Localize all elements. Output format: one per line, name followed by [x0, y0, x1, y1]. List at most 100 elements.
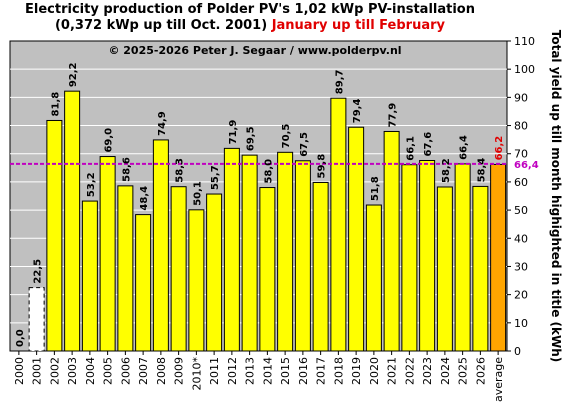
- value-label: 66,1: [405, 136, 416, 161]
- bar: [46, 119, 63, 352]
- x-tick-label: 2000: [13, 357, 26, 385]
- axis-ticks: 0 10 20 30 40 50 60 70 80 90 100 110 2000 2001 2002 200…: [13, 35, 535, 402]
- bar: [170, 186, 187, 352]
- value-label: 69,0: [104, 128, 115, 153]
- value-label: 77,9: [388, 103, 399, 128]
- bar: [454, 163, 471, 352]
- x-tick-label: 2025: [457, 357, 470, 385]
- bar: [99, 156, 116, 352]
- x-tick-label: 2010*: [190, 357, 203, 391]
- chart-title: Electricity production of Polder PV's 1,…: [0, 2, 500, 34]
- value-label: 81,8: [50, 92, 61, 117]
- x-tick-label: 2021: [386, 357, 399, 385]
- title-line-2-main: (0,372 kWp up till Oct. 2001): [54, 18, 268, 33]
- value-label: 58,6: [121, 157, 132, 182]
- x-tick-label: 2022: [403, 357, 416, 385]
- y-tick-label: 80: [514, 120, 528, 133]
- bar: [365, 204, 382, 352]
- value-label: 66,2: [494, 136, 505, 161]
- bar: [28, 287, 45, 352]
- x-tick-label: 2015: [279, 357, 292, 385]
- x-tick-label: 2008: [155, 357, 168, 385]
- value-label: 70,5: [281, 124, 292, 149]
- bar: [188, 209, 205, 352]
- title-highlight: January up till February: [271, 18, 445, 33]
- value-label: 89,7: [334, 69, 345, 94]
- x-tick-label: 2014: [261, 357, 274, 385]
- bar: [330, 97, 347, 352]
- value-label: 79,4: [352, 99, 363, 124]
- bar: [401, 164, 418, 352]
- x-tick-label: 2011: [208, 357, 221, 385]
- y-tick-label: 30: [514, 260, 528, 273]
- value-label: 50,1: [192, 181, 203, 206]
- value-label: 58,4: [476, 158, 487, 183]
- value-label: 48,4: [139, 186, 150, 211]
- bar: [135, 214, 152, 352]
- reference-line-group: 66,4: [10, 160, 539, 171]
- value-label: 0,0: [15, 329, 26, 347]
- bar: [436, 186, 453, 352]
- value-label: 58,0: [263, 159, 274, 184]
- y-tick-label: 110: [514, 35, 535, 48]
- bar: [312, 181, 329, 352]
- value-label: 51,8: [370, 176, 381, 201]
- bar: [472, 185, 489, 352]
- x-tick-label: 2016: [297, 357, 310, 385]
- bar: [241, 154, 258, 352]
- bar: [277, 151, 294, 352]
- reference-line-label: 66,4: [514, 160, 539, 171]
- y-tick-label: 0: [514, 345, 521, 358]
- x-tick-label: 2017: [315, 357, 328, 385]
- bar: [152, 139, 169, 352]
- x-tick-label: 2019: [350, 357, 363, 385]
- value-label: 67,5: [299, 132, 310, 157]
- bar: [294, 160, 311, 352]
- bars: [28, 90, 507, 352]
- x-tick-label: 2007: [137, 357, 150, 385]
- x-tick-label: 2013: [244, 357, 257, 385]
- value-label: 53,2: [86, 172, 97, 197]
- y-tick-label: 20: [514, 289, 528, 302]
- x-tick-label: 2024: [439, 357, 452, 385]
- value-label: 92,2: [68, 62, 79, 87]
- value-label: 67,6: [423, 132, 434, 157]
- x-tick-label: 2009: [173, 357, 186, 385]
- x-tick-label: 2023: [421, 357, 434, 385]
- y-tick-label: 40: [514, 232, 528, 245]
- average-bar: [490, 163, 507, 352]
- bar: [348, 126, 365, 352]
- value-label: 69,5: [246, 126, 257, 151]
- title-line-2: (0,372 kWp up till Oct. 2001) January up…: [0, 18, 500, 34]
- bar: [64, 90, 81, 352]
- x-tick-label: 2012: [226, 357, 239, 385]
- y-tick-label: 70: [514, 148, 528, 161]
- copyright-text: © 2025-2026 Peter J. Segaar / www.polder…: [108, 44, 401, 57]
- bar: [223, 147, 240, 352]
- y-tick-label: 100: [514, 63, 535, 76]
- bar: [259, 187, 276, 352]
- value-label: 71,9: [228, 120, 239, 145]
- value-label: 22,5: [33, 259, 44, 284]
- value-label: 58,2: [441, 158, 452, 183]
- value-label: 58,3: [175, 158, 186, 183]
- x-tick-label: 2006: [119, 357, 132, 385]
- bar: [81, 200, 98, 352]
- title-line-1: Electricity production of Polder PV's 1,…: [25, 2, 475, 17]
- x-tick-label: 2001: [31, 357, 44, 385]
- bar: [206, 193, 223, 352]
- value-label: 66,4: [459, 135, 470, 160]
- value-label: 59,8: [317, 154, 328, 179]
- bar: [419, 159, 436, 352]
- value-labels: 0,0 22,5 81,8 92,2 53,2 69,0 58,6 48,4 74,9 58,3 5…: [15, 62, 505, 347]
- y-tick-label: 60: [514, 176, 528, 189]
- value-label: 55,7: [210, 165, 221, 190]
- value-label: 74,9: [157, 111, 168, 136]
- x-tick-label: average: [492, 357, 505, 402]
- y-axis-label: Total yield up till month highighted in …: [549, 30, 563, 362]
- y-tick-label: 90: [514, 91, 528, 104]
- x-tick-label: 2018: [332, 357, 345, 385]
- x-tick-label: 2002: [48, 357, 61, 385]
- x-tick-label: 2005: [102, 357, 115, 385]
